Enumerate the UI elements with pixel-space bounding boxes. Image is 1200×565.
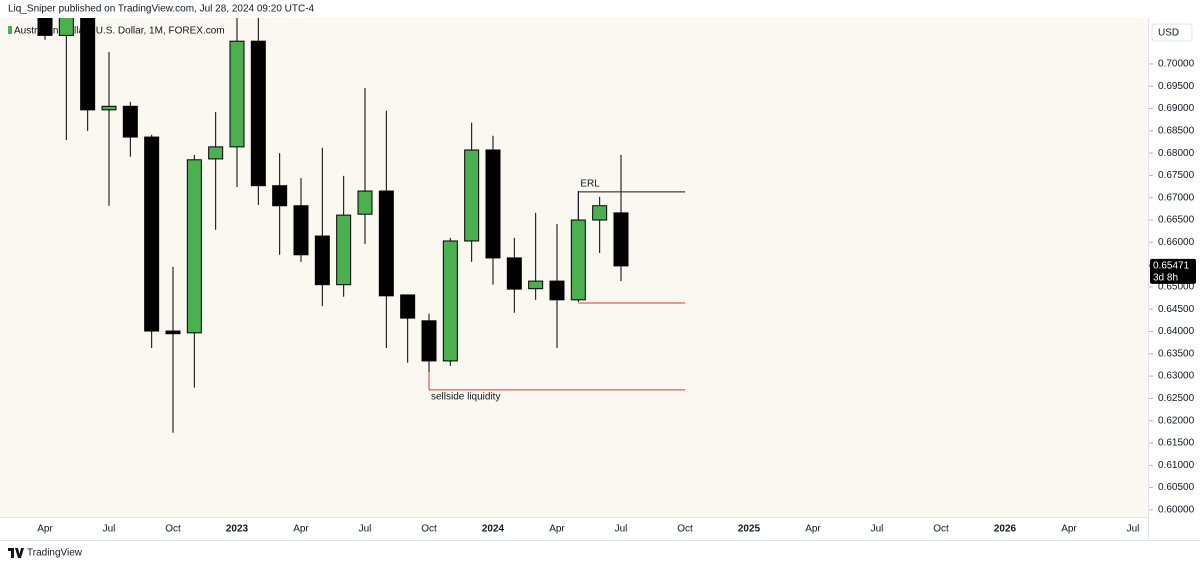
legend-swatch bbox=[8, 26, 12, 34]
candle-body bbox=[613, 212, 629, 267]
candle-body bbox=[421, 320, 437, 362]
candle-body bbox=[165, 330, 181, 335]
x-tick-label: Jul bbox=[871, 524, 884, 535]
candle-body bbox=[592, 205, 608, 221]
x-tick-label: 2026 bbox=[994, 524, 1017, 535]
x-tick-label: 2024 bbox=[482, 524, 505, 535]
x-tick-label: Apr bbox=[293, 524, 309, 535]
y-tick-label: 0.65000 bbox=[1158, 282, 1195, 293]
y-tick-label: 0.67500 bbox=[1158, 170, 1195, 181]
y-tick-label: 0.70000 bbox=[1158, 59, 1195, 70]
y-tick-label: 0.69500 bbox=[1158, 81, 1195, 92]
candle-body bbox=[336, 214, 352, 286]
y-tick-label: 0.67000 bbox=[1158, 192, 1195, 203]
y-tick-label: 0.64500 bbox=[1158, 304, 1195, 315]
y-tick-label: 0.62000 bbox=[1158, 415, 1195, 426]
y-tick-label: 0.61500 bbox=[1158, 438, 1195, 449]
y-tick-label: 0.63000 bbox=[1158, 371, 1195, 382]
x-tick-label: Apr bbox=[805, 524, 821, 535]
last-price-box bbox=[1150, 258, 1196, 284]
candle-body bbox=[186, 159, 202, 334]
x-tick-label: Oct bbox=[933, 524, 949, 535]
y-tick-label: 0.66500 bbox=[1158, 215, 1195, 226]
y-tick-label: 0.64000 bbox=[1158, 326, 1195, 337]
candle-body bbox=[144, 136, 160, 332]
y-tick-label: 0.60500 bbox=[1158, 482, 1195, 493]
x-tick-label: Apr bbox=[1061, 524, 1077, 535]
candle-body bbox=[464, 149, 480, 242]
candle-body bbox=[272, 185, 288, 207]
x-tick-label: Oct bbox=[677, 524, 693, 535]
candle-body bbox=[442, 240, 458, 362]
candle-body bbox=[293, 205, 309, 256]
y-tick-label: 0.63500 bbox=[1158, 348, 1195, 359]
x-tick-label: Jul bbox=[359, 524, 372, 535]
y-tick-label: 0.60000 bbox=[1158, 505, 1195, 516]
header: Liq_Sniper published on TradingView.com,… bbox=[8, 4, 315, 15]
candle-body bbox=[378, 190, 394, 297]
candle-body bbox=[485, 149, 501, 259]
level-label: sellside liquidity bbox=[431, 392, 500, 403]
x-tick-label: 2023 bbox=[226, 524, 249, 535]
y-tick-label: 0.69000 bbox=[1158, 103, 1195, 114]
candle-body bbox=[528, 280, 544, 290]
candle-body bbox=[101, 105, 117, 111]
currency-box[interactable] bbox=[1151, 23, 1193, 42]
x-tick-label: Jul bbox=[103, 524, 116, 535]
candle-body bbox=[314, 235, 330, 286]
candle-body bbox=[400, 294, 416, 319]
y-tick-label: 0.68000 bbox=[1158, 148, 1195, 159]
y-tick-label: 0.66000 bbox=[1158, 237, 1195, 248]
candle-body bbox=[549, 280, 565, 301]
candle-body bbox=[122, 105, 138, 138]
x-tick-label: Apr bbox=[37, 524, 53, 535]
currency: USD bbox=[1158, 28, 1179, 39]
candle-body bbox=[570, 219, 586, 301]
y-tick-label: 0.61000 bbox=[1158, 460, 1195, 471]
y-tick-label: 0.62500 bbox=[1158, 393, 1195, 404]
level-label: ERL bbox=[580, 179, 600, 190]
y-tick-label: 0.68500 bbox=[1158, 125, 1195, 136]
x-tick-label: Jul bbox=[1127, 524, 1140, 535]
x-tick-label: Jul bbox=[615, 524, 628, 535]
candle-body bbox=[250, 40, 266, 187]
x-tick-label: 2025 bbox=[738, 524, 761, 535]
last-price: 0.65471 bbox=[1153, 261, 1190, 272]
candle-body bbox=[37, 18, 53, 36]
candle-body bbox=[80, 18, 96, 111]
x-tick-label: Oct bbox=[165, 524, 181, 535]
candle-body bbox=[506, 257, 522, 290]
countdown: 3d 8h bbox=[1153, 273, 1178, 284]
x-tick-label: Oct bbox=[421, 524, 437, 535]
candle-body bbox=[58, 18, 74, 36]
candle-body bbox=[229, 40, 245, 148]
logo bbox=[8, 548, 24, 558]
x-tick-label: Apr bbox=[549, 524, 565, 535]
candle-body bbox=[208, 146, 224, 160]
footer: TradingView bbox=[27, 548, 83, 559]
legend: Australian Dollar / U.S. Dollar, 1M, FOR… bbox=[14, 26, 225, 37]
plot: Australian Dollar / U.S. Dollar, 1M, FOR… bbox=[8, 18, 685, 433]
candle-body bbox=[357, 190, 373, 215]
